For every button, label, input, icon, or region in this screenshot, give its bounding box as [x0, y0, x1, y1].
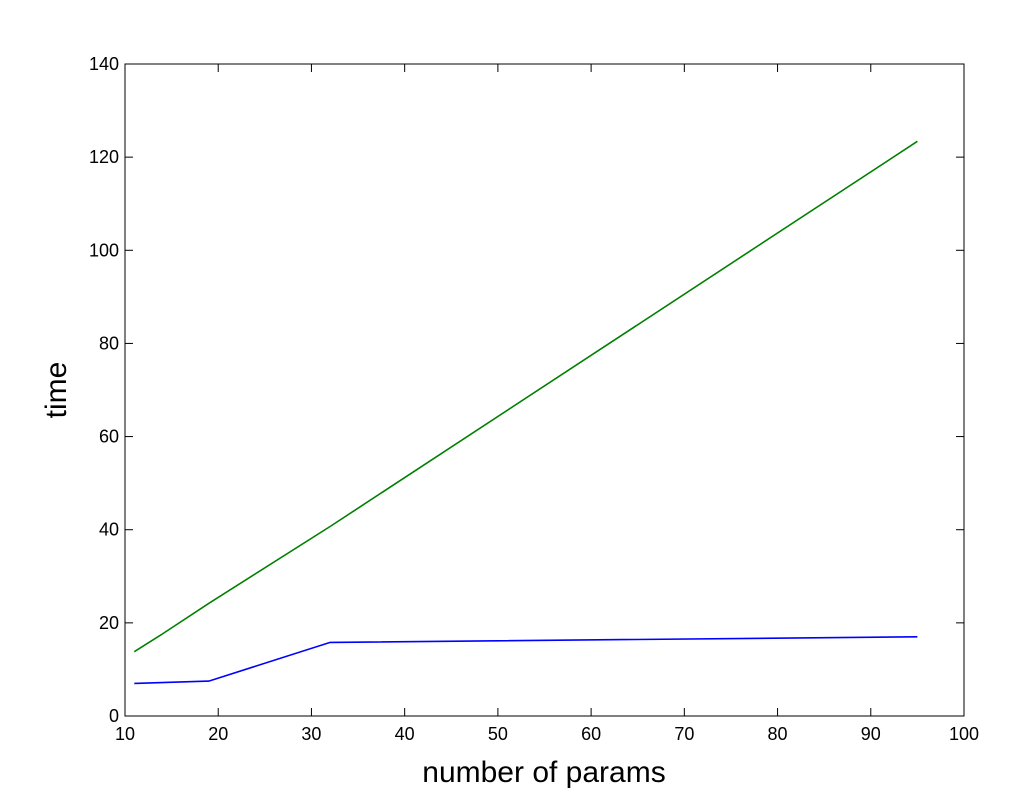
x-tick-label: 90 [861, 724, 881, 744]
y-tick-label: 0 [109, 706, 119, 726]
x-tick-label: 40 [395, 724, 415, 744]
y-tick-label: 60 [99, 427, 119, 447]
x-tick-label: 70 [674, 724, 694, 744]
x-tick-label: 20 [208, 724, 228, 744]
y-tick-label: 20 [99, 613, 119, 633]
x-axis-title: number of params [422, 756, 665, 789]
x-tick-label: 80 [768, 724, 788, 744]
y-tick-label: 120 [89, 147, 119, 167]
x-tick-label: 10 [115, 724, 135, 744]
series-line-2 [134, 636, 918, 685]
x-axis-ticks: 10 20 30 40 50 60 70 80 90 100 [115, 64, 979, 744]
y-axis-ticks: 0 20 40 60 80 100 120 140 [89, 54, 964, 726]
y-tick-label: 100 [89, 240, 119, 260]
y-axis-title: time [40, 362, 73, 419]
series-line-1 [133, 140, 918, 653]
y-tick-label: 140 [89, 54, 119, 74]
y-tick-label: 40 [99, 520, 119, 540]
plot-area [124, 63, 965, 717]
x-tick-label: 50 [488, 724, 508, 744]
x-tick-label: 60 [581, 724, 601, 744]
y-tick-label: 80 [99, 333, 119, 353]
series-layer [133, 140, 918, 685]
x-tick-label: 30 [301, 724, 321, 744]
x-tick-label: 100 [949, 724, 979, 744]
